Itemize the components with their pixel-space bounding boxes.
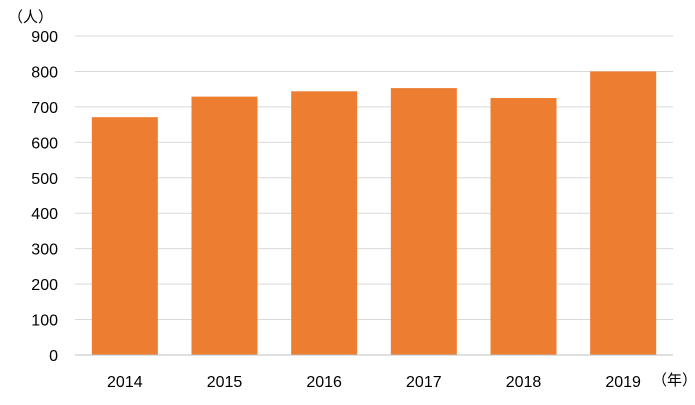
y-tick-label: 700 bbox=[31, 100, 58, 117]
bars bbox=[91, 71, 657, 356]
bar-2016 bbox=[291, 91, 358, 355]
y-axis-ticks: 0 100 200 300 400 500 600 700 800 900 bbox=[31, 29, 58, 365]
x-tick-label: 2017 bbox=[406, 374, 442, 391]
y-tick-label: 200 bbox=[31, 277, 58, 294]
y-tick-label: 100 bbox=[31, 313, 58, 330]
y-axis-unit-label: （人） bbox=[8, 9, 53, 26]
x-axis-unit-label: （年） bbox=[652, 372, 695, 389]
y-tick-label: 300 bbox=[31, 242, 58, 259]
bar-2018 bbox=[490, 98, 557, 356]
y-tick-label: 400 bbox=[31, 206, 58, 223]
x-axis-ticks: 2014 2015 2016 2017 2018 2019 bbox=[107, 374, 641, 391]
y-tick-label: 600 bbox=[31, 135, 58, 152]
y-tick-label: 900 bbox=[31, 29, 58, 46]
bar-2019 bbox=[590, 71, 657, 355]
bar-2017 bbox=[390, 88, 457, 355]
y-tick-label: 800 bbox=[31, 64, 58, 81]
x-tick-label: 2014 bbox=[107, 374, 143, 391]
bar-2015 bbox=[191, 96, 258, 356]
x-tick-label: 2015 bbox=[207, 374, 243, 391]
x-tick-label: 2019 bbox=[605, 374, 641, 391]
y-tick-label: 0 bbox=[49, 348, 58, 365]
x-tick-label: 2018 bbox=[506, 374, 542, 391]
y-tick-label: 500 bbox=[31, 171, 58, 188]
x-tick-label: 2016 bbox=[306, 374, 342, 391]
bar-2014 bbox=[91, 117, 158, 355]
gridlines bbox=[75, 35, 673, 321]
